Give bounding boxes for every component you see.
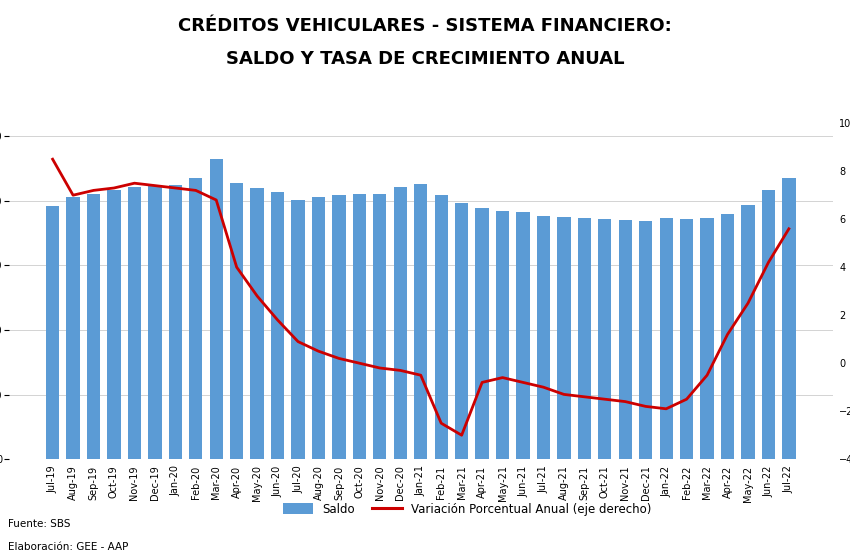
Bar: [332, 195, 346, 459]
Bar: [394, 187, 407, 459]
Text: CRÉDITOS VEHICULARES - SISTEMA FINANCIERO:: CRÉDITOS VEHICULARES - SISTEMA FINANCIER…: [178, 17, 672, 35]
Bar: [782, 178, 796, 459]
Bar: [639, 221, 652, 459]
Bar: [434, 195, 448, 459]
Bar: [475, 208, 489, 459]
Bar: [619, 220, 632, 459]
Bar: [168, 185, 182, 459]
Bar: [66, 197, 80, 459]
Text: Fuente: SBS: Fuente: SBS: [8, 519, 71, 529]
Bar: [107, 190, 121, 459]
Bar: [721, 214, 734, 459]
Text: Elaboración: GEE - AAP: Elaboración: GEE - AAP: [8, 542, 129, 552]
Bar: [87, 194, 100, 459]
Bar: [373, 194, 387, 459]
Bar: [251, 189, 264, 459]
Text: SALDO Y TASA DE CRECIMIENTO ANUAL: SALDO Y TASA DE CRECIMIENTO ANUAL: [226, 50, 624, 68]
Bar: [271, 192, 284, 459]
Bar: [210, 160, 223, 459]
Bar: [762, 190, 775, 459]
Bar: [516, 212, 530, 459]
Bar: [700, 218, 714, 459]
Bar: [578, 217, 591, 459]
Bar: [292, 200, 304, 459]
Bar: [741, 204, 755, 459]
Bar: [230, 183, 243, 459]
Bar: [455, 203, 468, 459]
Bar: [598, 220, 611, 459]
Bar: [190, 178, 202, 459]
Bar: [353, 194, 366, 459]
Bar: [46, 206, 60, 459]
Bar: [128, 187, 141, 459]
Bar: [537, 216, 550, 459]
Bar: [558, 217, 570, 459]
Bar: [680, 219, 694, 459]
Bar: [312, 197, 326, 459]
Legend: Saldo, Variación Porcentual Anual (eje derecho): Saldo, Variación Porcentual Anual (eje d…: [279, 498, 656, 520]
Bar: [660, 218, 673, 459]
Bar: [414, 184, 428, 459]
Bar: [496, 211, 509, 459]
Bar: [148, 186, 162, 459]
